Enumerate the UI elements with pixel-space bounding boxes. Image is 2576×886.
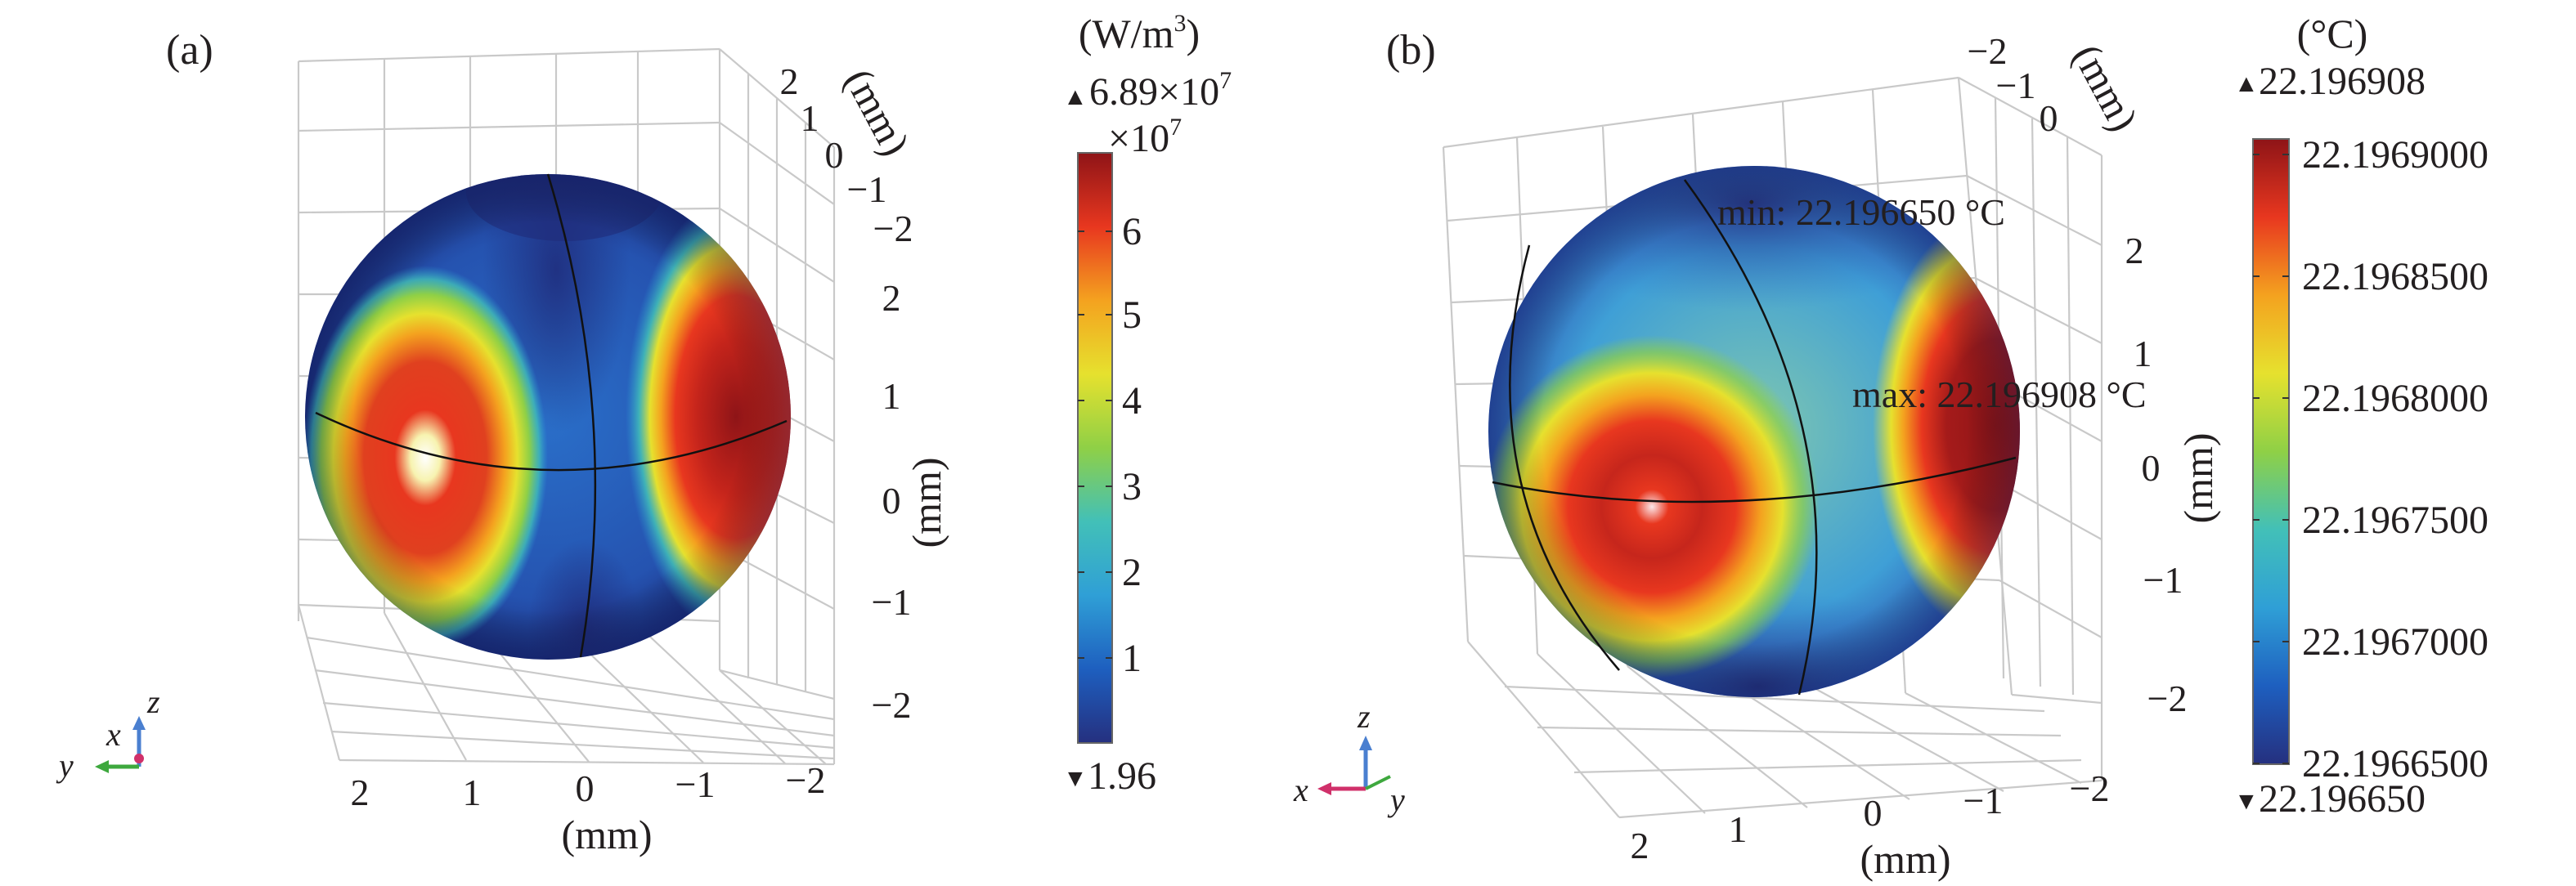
colorbar-a-tick-label: 3 bbox=[1122, 465, 1142, 508]
triad-z-label: z bbox=[146, 683, 160, 720]
panel-b-z-tick: 2 bbox=[2125, 230, 2144, 271]
panel-b-z-tick: 1 bbox=[2134, 333, 2152, 374]
panel-b-axis-triad: z x y bbox=[1293, 698, 1405, 818]
panel-b-label: (b) bbox=[1386, 27, 1436, 74]
panel-a-z-tick: 0 bbox=[882, 480, 901, 521]
panel-a-y-tick: 0 bbox=[825, 134, 844, 176]
colorbar-b-min-value: 22.196650 bbox=[2259, 777, 2426, 821]
panel-b-z-tick: −1 bbox=[2143, 559, 2183, 601]
panel-b-z-tick: 0 bbox=[2142, 447, 2161, 489]
colorbar-b-tick-label: 22.1966500 bbox=[2302, 742, 2488, 785]
colorbar-b-tick-label: 22.1968000 bbox=[2302, 377, 2488, 420]
colorbar-a-tick-label: 2 bbox=[1122, 551, 1142, 594]
panel-a-x-tick: 2 bbox=[351, 772, 370, 813]
panel-a-colorbar: (W/m3) ▲ 6.89×107 ×107 6 5 4 3 2 1 ▼ 1.96 bbox=[1063, 10, 1232, 798]
panel-a-sphere bbox=[305, 173, 791, 660]
panel-b-top-tick: −2 bbox=[1968, 30, 2008, 72]
panel-a-z-tick: −2 bbox=[872, 684, 912, 726]
panel-b-colorbar: (°C) ▲ 22.196908 22.1969000 22.1968500 22.… bbox=[2234, 11, 2488, 821]
colorbar-a-max-marker: ▲ bbox=[1063, 83, 1088, 110]
max-temperature-annotation: max: 22.196908 °C bbox=[1852, 374, 2147, 415]
panel-a-x-tick: 1 bbox=[463, 772, 482, 813]
panel-b-top-axis: −2 −1 0 (mm) bbox=[1968, 30, 2147, 139]
triad-x-label: x bbox=[105, 716, 121, 753]
panel-b-x-tick: −1 bbox=[1963, 780, 2004, 821]
colorbar-a-tick-label: 5 bbox=[1122, 293, 1142, 337]
colorbar-b-tick-label: 22.1967000 bbox=[2302, 620, 2488, 664]
colorbar-a-unit: (W/m3) bbox=[1079, 10, 1200, 56]
colorbar-a-min-marker: ▼ bbox=[1063, 765, 1088, 792]
colorbar-a-tick-label: 4 bbox=[1122, 379, 1142, 423]
triad-y-label: y bbox=[56, 747, 74, 784]
panel-a-y-unit: (mm) bbox=[836, 61, 919, 163]
colorbar-b-tick-label: 22.1969000 bbox=[2302, 133, 2488, 177]
panel-b-x-axis: 2 1 0 −1 −2 (mm) bbox=[1631, 767, 2110, 882]
panel-a-label: (a) bbox=[166, 27, 213, 74]
colorbar-b-unit: (°C) bbox=[2297, 11, 2368, 56]
panel-a-z-tick: 2 bbox=[882, 277, 901, 319]
panel-a-y-axis: 2 1 0 −1 −2 (mm) bbox=[780, 60, 919, 249]
panel-a-y-tick: −2 bbox=[873, 208, 913, 249]
panel-a-x-unit: (mm) bbox=[561, 812, 652, 857]
panel-a-y-tick: 2 bbox=[780, 60, 799, 102]
panel-b-sphere bbox=[1488, 166, 2020, 697]
triad-x-label: x bbox=[1293, 772, 1308, 808]
panel-a-y-tick: 1 bbox=[801, 97, 819, 139]
triad-y-label: y bbox=[1387, 781, 1405, 818]
colorbar-a-max-value: 6.89×107 bbox=[1089, 67, 1232, 114]
panel-a-x-axis: 2 1 0 −1 −2 (mm) bbox=[351, 759, 826, 857]
panel-a-z-axis: 2 1 0 −1 −2 (mm) bbox=[872, 277, 949, 726]
panel-b-z-tick: −2 bbox=[2147, 678, 2188, 719]
panel-a: (a) bbox=[56, 10, 1232, 857]
panel-a-x-tick: 0 bbox=[576, 767, 595, 809]
panel-a-z-tick: −1 bbox=[872, 581, 912, 623]
colorbar-a-min-value: 1.96 bbox=[1088, 754, 1156, 798]
colorbar-b-tick-label: 22.1968500 bbox=[2302, 255, 2488, 298]
colorbar-a-tick-label: 6 bbox=[1122, 210, 1142, 253]
panel-a-z-unit: (mm) bbox=[904, 457, 949, 548]
panel-a-x-tick: −1 bbox=[675, 763, 716, 805]
panel-b-x-unit: (mm) bbox=[1860, 836, 1950, 882]
panel-b-z-unit: (mm) bbox=[2175, 432, 2221, 523]
panel-b-top-unit: (mm) bbox=[2064, 37, 2147, 138]
panel-a-x-tick: −2 bbox=[786, 759, 826, 801]
colorbar-b-max-marker: ▲ bbox=[2234, 70, 2259, 97]
min-temperature-annotation: min: 22.196650 °C bbox=[1717, 191, 2005, 233]
colorbar-a-multiplier: ×107 bbox=[1108, 114, 1182, 160]
colorbar-a-bar bbox=[1077, 152, 1113, 744]
panel-a-axis-triad: z x y bbox=[56, 683, 160, 784]
colorbar-b-min-marker: ▼ bbox=[2234, 788, 2259, 815]
panel-a-z-tick: 1 bbox=[882, 375, 901, 417]
triad-z-label: z bbox=[1357, 698, 1371, 735]
panel-b-x-tick: 1 bbox=[1729, 808, 1748, 850]
colorbar-a-tick-label: 1 bbox=[1122, 637, 1142, 680]
panel-b: (b) bbox=[1293, 11, 2488, 882]
panel-b-x-tick: 0 bbox=[1864, 792, 1883, 834]
panel-b-top-tick: −1 bbox=[1996, 65, 2036, 106]
colorbar-b-max-value: 22.196908 bbox=[2259, 60, 2426, 103]
panel-b-z-axis: 2 1 0 −1 −2 (mm) bbox=[2125, 230, 2222, 719]
panel-b-x-tick: −2 bbox=[2070, 767, 2110, 809]
panel-a-y-tick: −1 bbox=[847, 168, 887, 210]
colorbar-b-tick-label: 22.1967500 bbox=[2302, 499, 2488, 542]
panel-b-top-tick: 0 bbox=[2040, 97, 2058, 139]
panel-b-x-tick: 2 bbox=[1631, 825, 1649, 866]
colorbar-b-bar bbox=[2252, 138, 2290, 765]
